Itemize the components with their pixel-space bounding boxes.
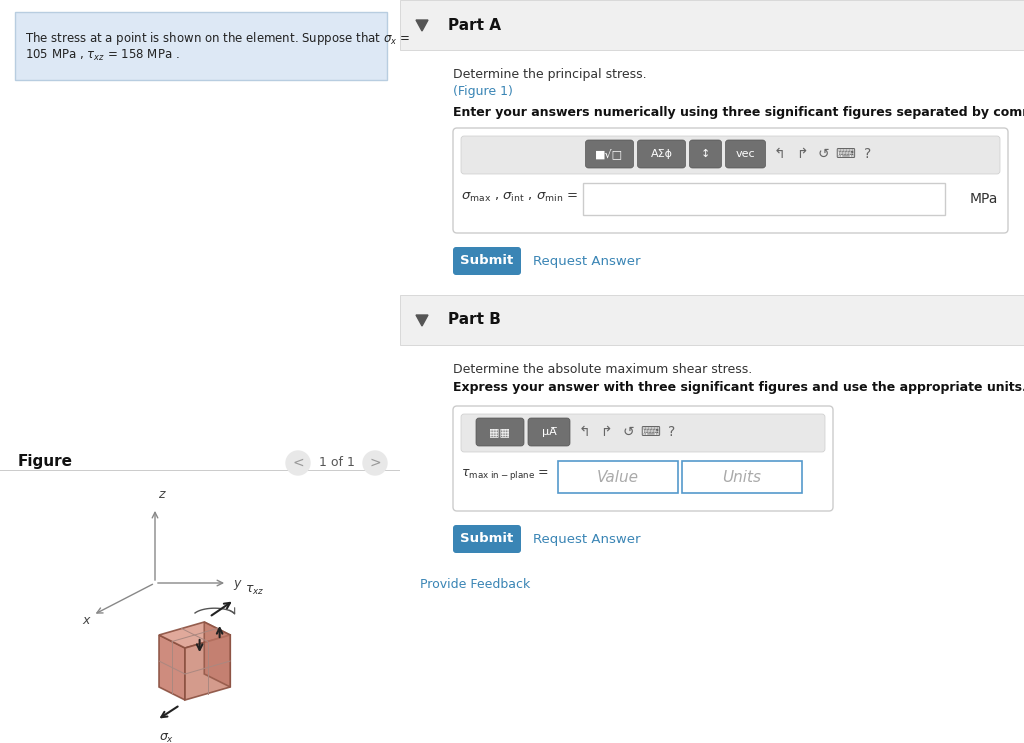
- FancyBboxPatch shape: [453, 406, 833, 511]
- Bar: [583, 183, 945, 215]
- Circle shape: [286, 451, 310, 475]
- Polygon shape: [159, 635, 185, 700]
- Text: Value: Value: [597, 470, 639, 484]
- Polygon shape: [416, 315, 428, 326]
- FancyBboxPatch shape: [461, 136, 1000, 174]
- Text: (Figure 1): (Figure 1): [453, 85, 513, 98]
- Text: AΣϕ: AΣϕ: [650, 149, 673, 159]
- Text: $\sigma_{\mathrm{max}}$ , $\sigma_{\mathrm{int}}$ , $\sigma_{\mathrm{min}}$ =: $\sigma_{\mathrm{max}}$ , $\sigma_{\math…: [461, 190, 579, 204]
- Text: >: >: [370, 456, 381, 470]
- FancyBboxPatch shape: [453, 128, 1008, 233]
- Text: z: z: [158, 488, 165, 501]
- Text: Express your answer with three significant figures and use the appropriate units: Express your answer with three significa…: [453, 381, 1024, 394]
- Text: Submit: Submit: [461, 533, 514, 545]
- Text: 1 of 1: 1 of 1: [319, 456, 355, 470]
- Text: Determine the absolute maximum shear stress.: Determine the absolute maximum shear str…: [453, 363, 753, 376]
- Text: Provide Feedback: Provide Feedback: [420, 578, 530, 591]
- Text: ↱: ↱: [600, 425, 611, 439]
- Text: ↰: ↰: [774, 147, 785, 161]
- Text: ⌨: ⌨: [836, 147, 855, 161]
- Bar: [400, 295, 1024, 345]
- Text: y: y: [233, 577, 241, 589]
- Text: 105 MPa , $\tau_{xz}$ = 158 MPa .: 105 MPa , $\tau_{xz}$ = 158 MPa .: [25, 48, 179, 63]
- Bar: [0, 470, 400, 471]
- Text: ?: ?: [669, 425, 676, 439]
- Text: The stress at a point is shown on the element. Suppose that $\sigma_x$ =: The stress at a point is shown on the el…: [25, 30, 411, 47]
- Text: Figure: Figure: [18, 454, 73, 469]
- FancyBboxPatch shape: [638, 140, 685, 168]
- Text: ■√□: ■√□: [595, 149, 624, 159]
- Text: $\tau_{xz}$: $\tau_{xz}$: [245, 583, 264, 597]
- Text: ?: ?: [864, 147, 871, 161]
- Text: ⌨: ⌨: [640, 425, 660, 439]
- FancyBboxPatch shape: [461, 414, 825, 452]
- FancyBboxPatch shape: [689, 140, 722, 168]
- FancyBboxPatch shape: [725, 140, 766, 168]
- Text: Units: Units: [723, 470, 762, 484]
- Polygon shape: [416, 20, 428, 31]
- Polygon shape: [159, 622, 230, 648]
- Text: Request Answer: Request Answer: [534, 255, 640, 267]
- Text: ↺: ↺: [623, 425, 634, 439]
- Bar: [558, 461, 678, 493]
- Text: Part B: Part B: [449, 313, 501, 328]
- Text: Submit: Submit: [461, 255, 514, 267]
- Text: Request Answer: Request Answer: [534, 533, 640, 545]
- Bar: [682, 461, 802, 493]
- Polygon shape: [185, 635, 230, 700]
- Text: Determine the principal stress.: Determine the principal stress.: [453, 68, 646, 81]
- Text: ↺: ↺: [818, 147, 829, 161]
- Text: $\sigma_x$: $\sigma_x$: [159, 732, 174, 743]
- Text: ▦▦: ▦▦: [489, 427, 511, 437]
- Text: MPa: MPa: [970, 192, 998, 206]
- Text: vec: vec: [735, 149, 756, 159]
- Text: ↰: ↰: [579, 425, 590, 439]
- Text: ↱: ↱: [796, 147, 807, 161]
- Text: x: x: [82, 614, 89, 628]
- FancyBboxPatch shape: [476, 418, 524, 446]
- Bar: [15, 12, 387, 80]
- FancyBboxPatch shape: [453, 525, 521, 553]
- Text: Part A: Part A: [449, 18, 501, 33]
- Text: μA̅: μA̅: [542, 427, 556, 437]
- Text: <: <: [292, 456, 304, 470]
- Circle shape: [362, 451, 387, 475]
- Bar: [400, 0, 1024, 50]
- Text: $\tau_{\mathrm{max\ in-plane}}$ =: $\tau_{\mathrm{max\ in-plane}}$ =: [461, 467, 549, 482]
- Text: ↕: ↕: [700, 149, 711, 159]
- FancyBboxPatch shape: [528, 418, 570, 446]
- FancyBboxPatch shape: [453, 247, 521, 275]
- FancyBboxPatch shape: [586, 140, 634, 168]
- Polygon shape: [204, 622, 230, 687]
- Text: Enter your answers numerically using three significant figures separated by comm: Enter your answers numerically using thr…: [453, 106, 1024, 119]
